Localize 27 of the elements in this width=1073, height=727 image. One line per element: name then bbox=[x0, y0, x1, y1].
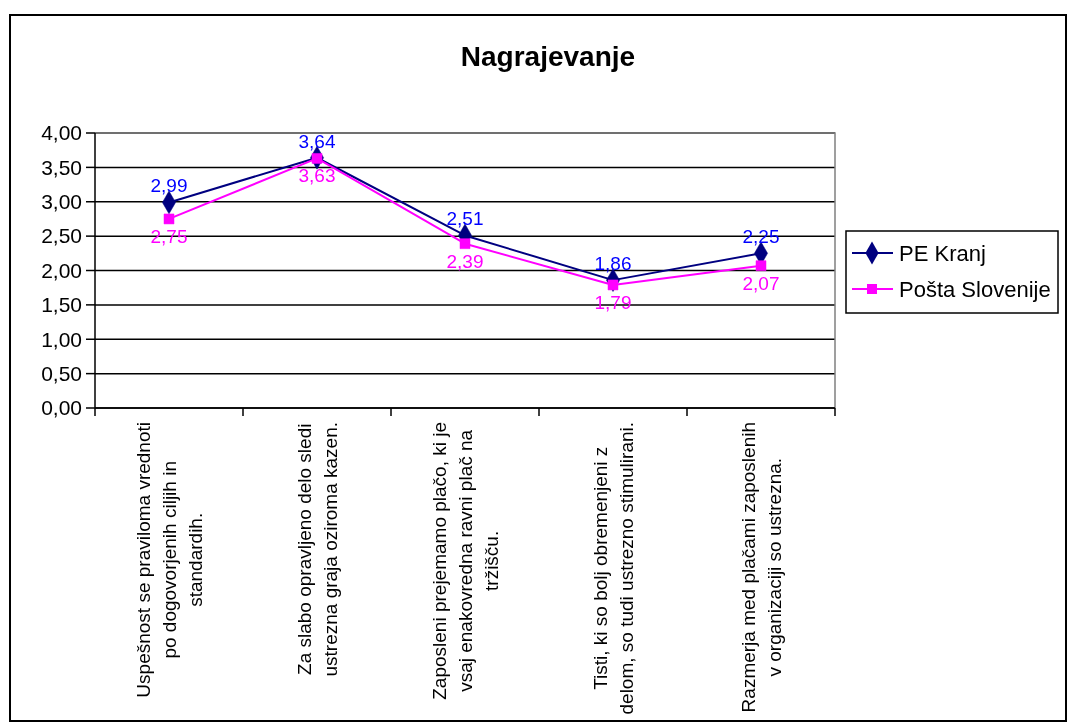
data-label: 1,86 bbox=[594, 253, 632, 275]
legend-label: PE Kranj bbox=[899, 240, 986, 266]
y-tick-label: 3,50 bbox=[41, 155, 82, 179]
y-tick-label: 0,50 bbox=[41, 361, 82, 385]
point bbox=[459, 238, 471, 249]
x-tick-label: Tisti, ki so bolj obremenjeni z delom, so tudi ustrezno stimulirani. bbox=[589, 422, 637, 715]
data-label: 3,64 bbox=[298, 130, 336, 152]
y-tick-label: 2,00 bbox=[41, 258, 82, 282]
y-tick-label: 0,00 bbox=[41, 396, 82, 420]
data-label: 2,07 bbox=[742, 272, 780, 294]
chart-title: Nagrajevanje bbox=[460, 41, 636, 72]
data-label: 3,63 bbox=[298, 165, 336, 187]
x-tick-label: Zaposleni prejemamo plačo, ki je vsaj enakovredna ravni plač na tržišču. bbox=[428, 422, 502, 700]
x-tick-label: Razmerja med plačami zaposlenih v organizaciji so ustrezna. bbox=[737, 421, 785, 713]
point bbox=[163, 213, 175, 225]
data-label: 2,99 bbox=[150, 175, 188, 197]
y-tick-label: 1,00 bbox=[41, 327, 82, 351]
y-tick-label: 3,00 bbox=[41, 190, 82, 214]
x-tick-label: Uspešnost se praviloma vrednoti po dogovorjenih ciljih in standardih. bbox=[132, 421, 206, 698]
y-tick-label: 1,50 bbox=[41, 293, 82, 317]
point bbox=[755, 260, 767, 271]
x-tick-label: Za slabo opravljeno delo sledi ustrezna graja oziroma kazen. bbox=[293, 422, 341, 677]
y-tick-label: 4,00 bbox=[41, 121, 82, 145]
y-tick-label: 2,50 bbox=[41, 224, 82, 248]
data-label: 2,51 bbox=[446, 208, 484, 230]
legend-label: Pošta Slovenije bbox=[899, 276, 1051, 302]
data-label: 2,39 bbox=[446, 250, 484, 272]
